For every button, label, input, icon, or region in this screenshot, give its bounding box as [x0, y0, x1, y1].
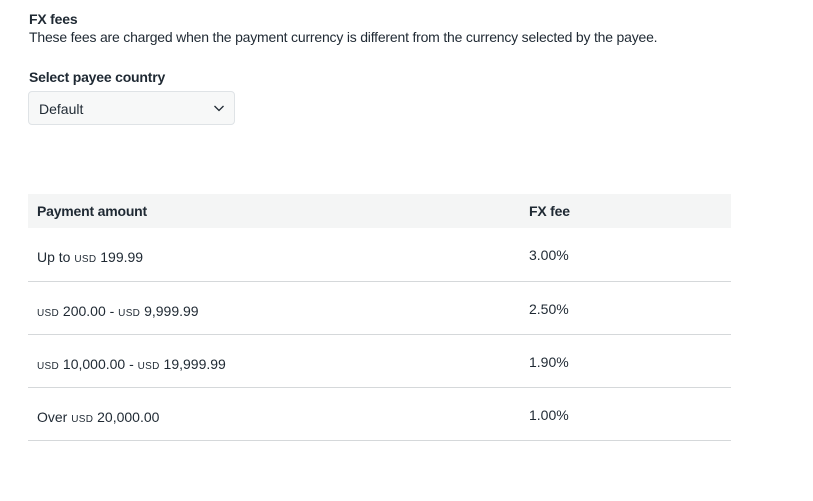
amount-text: 19,999.99: [159, 356, 226, 372]
table-row: Over USD 20,000.00 1.00%: [28, 388, 731, 441]
currency-code: USD: [118, 308, 141, 319]
amount-text: 199.99: [96, 249, 144, 265]
column-header-payment-amount: Payment amount: [37, 203, 147, 219]
section-description: These fees are charged when the payment …: [29, 29, 658, 45]
chevron-down-icon: [214, 105, 224, 112]
amount-text: 9,999.99: [140, 303, 199, 319]
payment-amount-cell: Up to USD 199.99: [37, 249, 143, 265]
payment-amount-cell: USD 200.00 - USD 9,999.99: [37, 303, 199, 319]
amount-text: Up to: [37, 249, 75, 265]
column-header-fx-fee: FX fee: [529, 203, 570, 219]
currency-code: USD: [71, 414, 94, 425]
table-row: USD 10,000.00 - USD 19,999.99 1.90%: [28, 335, 731, 388]
currency-code: USD: [137, 361, 160, 372]
table-row: USD 200.00 - USD 9,999.99 2.50%: [28, 282, 731, 335]
fx-fee-cell: 3.00%: [529, 247, 569, 263]
table-header: Payment amount FX fee: [28, 194, 731, 228]
table-row: Up to USD 199.99 3.00%: [28, 228, 731, 282]
currency-code: USD: [37, 308, 60, 319]
currency-code: USD: [74, 254, 97, 265]
payment-amount-cell: USD 10,000.00 - USD 19,999.99: [37, 356, 226, 372]
fx-fee-cell: 1.00%: [529, 407, 569, 423]
amount-text: Over: [37, 409, 72, 425]
country-select-label: Select payee country: [29, 69, 166, 85]
fx-fee-cell: 1.90%: [529, 354, 569, 370]
selected-value: Default: [39, 101, 84, 117]
payment-amount-cell: Over USD 20,000.00: [37, 409, 159, 425]
amount-text: 200.00 -: [59, 303, 119, 319]
section-title: FX fees: [29, 11, 78, 27]
fx-fee-table: Payment amount FX fee Up to USD 199.99 3.…: [28, 194, 731, 441]
currency-code: USD: [37, 361, 60, 372]
fx-fee-cell: 2.50%: [529, 301, 569, 317]
amount-text: 20,000.00: [93, 409, 160, 425]
amount-text: 10,000.00 -: [59, 356, 138, 372]
payee-country-select[interactable]: Default: [28, 91, 235, 125]
